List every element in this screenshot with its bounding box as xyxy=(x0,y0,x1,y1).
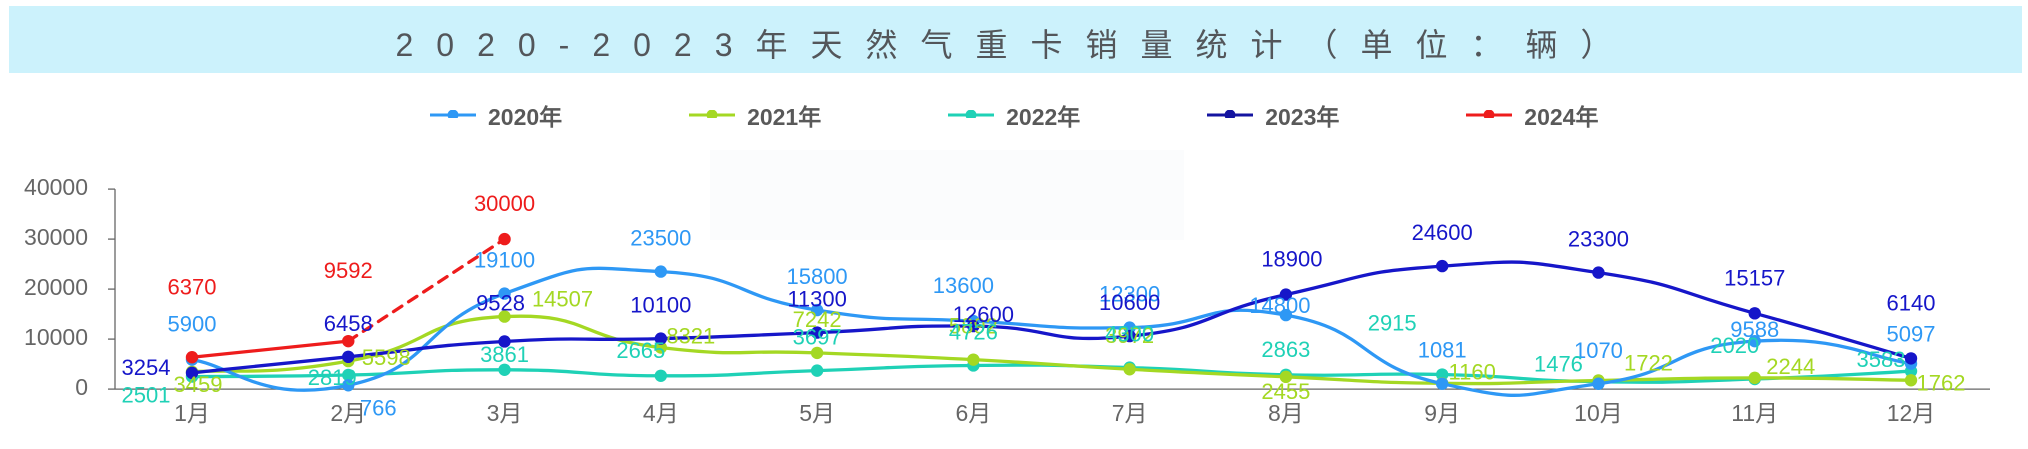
svg-text:23300: 23300 xyxy=(1568,227,1629,252)
svg-text:11300: 11300 xyxy=(787,287,847,312)
svg-text:15157: 15157 xyxy=(1724,265,1785,290)
svg-text:2863: 2863 xyxy=(1261,337,1310,362)
svg-text:2244: 2244 xyxy=(1766,354,1815,379)
svg-text:14507: 14507 xyxy=(532,287,593,312)
svg-text:766: 766 xyxy=(360,395,397,420)
svg-text:1476: 1476 xyxy=(1534,352,1583,377)
svg-text:3697: 3697 xyxy=(793,325,842,350)
svg-text:10月: 10月 xyxy=(1574,400,1623,426)
svg-text:4月: 4月 xyxy=(643,400,679,426)
svg-text:30000: 30000 xyxy=(24,224,88,250)
svg-text:12月: 12月 xyxy=(1887,400,1936,426)
svg-text:9月: 9月 xyxy=(1424,400,1460,426)
svg-text:10000: 10000 xyxy=(24,324,88,350)
svg-text:6370: 6370 xyxy=(168,274,217,299)
svg-text:2819: 2819 xyxy=(308,365,357,390)
svg-text:5900: 5900 xyxy=(168,312,217,337)
svg-text:2020: 2020 xyxy=(1710,333,1759,358)
svg-text:3月: 3月 xyxy=(487,400,523,426)
svg-text:3254: 3254 xyxy=(122,355,171,380)
svg-text:23500: 23500 xyxy=(630,226,691,251)
svg-text:5598: 5598 xyxy=(362,345,411,370)
svg-text:7月: 7月 xyxy=(1112,400,1148,426)
svg-text:40000: 40000 xyxy=(24,174,88,200)
svg-text:2915: 2915 xyxy=(1368,311,1417,336)
svg-text:9592: 9592 xyxy=(324,258,373,283)
svg-text:12600: 12600 xyxy=(953,302,1014,327)
svg-text:5月: 5月 xyxy=(799,400,835,426)
svg-text:2501: 2501 xyxy=(122,383,171,408)
svg-text:1722: 1722 xyxy=(1624,350,1673,375)
svg-text:18900: 18900 xyxy=(1261,247,1322,272)
svg-text:1160: 1160 xyxy=(1449,359,1496,384)
svg-text:14800: 14800 xyxy=(1249,293,1310,318)
svg-text:24600: 24600 xyxy=(1412,220,1473,245)
svg-text:1762: 1762 xyxy=(1917,370,1966,395)
svg-text:30000: 30000 xyxy=(474,191,535,216)
svg-text:3459: 3459 xyxy=(174,372,223,397)
svg-text:5097: 5097 xyxy=(1887,322,1936,347)
svg-text:4300: 4300 xyxy=(1105,322,1154,347)
svg-text:13600: 13600 xyxy=(933,273,994,298)
svg-text:10600: 10600 xyxy=(1099,290,1160,315)
svg-text:6458: 6458 xyxy=(324,311,373,336)
svg-text:15800: 15800 xyxy=(786,264,847,289)
svg-text:9528: 9528 xyxy=(476,290,525,315)
svg-text:2455: 2455 xyxy=(1261,379,1310,404)
svg-text:19100: 19100 xyxy=(474,248,535,273)
svg-text:6月: 6月 xyxy=(955,400,991,426)
svg-text:8321: 8321 xyxy=(666,323,715,348)
svg-text:0: 0 xyxy=(75,374,88,400)
svg-text:8月: 8月 xyxy=(1268,400,1304,426)
svg-text:3583: 3583 xyxy=(1857,347,1906,372)
svg-text:10100: 10100 xyxy=(630,293,691,318)
svg-text:20000: 20000 xyxy=(24,274,88,300)
svg-text:6140: 6140 xyxy=(1887,290,1936,315)
svg-text:1月: 1月 xyxy=(174,400,210,426)
svg-text:11月: 11月 xyxy=(1731,400,1778,426)
svg-text:3861: 3861 xyxy=(480,342,529,367)
svg-text:2665: 2665 xyxy=(616,338,665,363)
